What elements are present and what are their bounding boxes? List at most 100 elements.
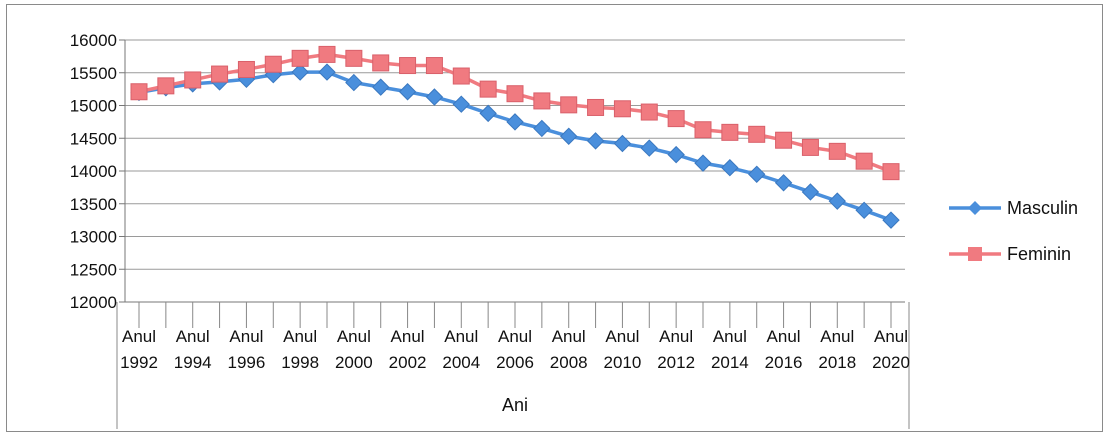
data-point <box>130 83 148 101</box>
data-point <box>640 139 658 157</box>
data-point <box>345 73 363 92</box>
y-tick-label: 16000 <box>70 31 117 50</box>
data-point <box>882 163 900 181</box>
x-tick-label-line2: 2008 <box>550 353 588 372</box>
legend-item-masculin: Masculin <box>949 198 1078 218</box>
legend-label: Feminin <box>1007 244 1071 264</box>
data-point <box>721 159 739 177</box>
x-tick-label-line2: 2010 <box>604 353 642 372</box>
x-tick-label-line2: 1998 <box>281 353 319 372</box>
x-tick-label-line1: Anul <box>874 327 908 346</box>
y-tick-label: 13500 <box>70 195 117 214</box>
data-point <box>560 127 578 145</box>
y-axis: 12000 12500 13000 13500 14000 14500 15000 15500… <box>70 31 126 312</box>
data-point <box>452 67 470 85</box>
data-point <box>828 142 846 160</box>
series-feminin <box>130 45 900 181</box>
x-tick-label: Anul 2018 <box>818 327 856 372</box>
data-point <box>748 165 766 183</box>
x-tick-label: Anul 2000 <box>335 327 373 372</box>
data-point <box>855 201 873 220</box>
data-point <box>479 80 497 98</box>
data-point <box>587 98 605 116</box>
data-point <box>506 113 524 131</box>
data-point <box>399 57 417 75</box>
data-point <box>157 77 175 95</box>
x-tick-label: Anul 2008 <box>550 327 588 372</box>
x-tick-label-line2: 2012 <box>657 353 695 372</box>
x-tick-label-line2: 1992 <box>120 353 158 372</box>
x-tick-label-line1: Anul <box>767 327 801 346</box>
data-point <box>425 57 443 75</box>
data-point <box>667 110 685 128</box>
data-point <box>211 65 229 83</box>
data-point <box>694 121 712 139</box>
legend-marker <box>968 201 982 215</box>
data-point <box>318 63 336 81</box>
x-tick-label: Anul 2002 <box>389 327 427 372</box>
x-tick-label: Anul 1996 <box>228 327 266 372</box>
x-tick-label-line1: Anul <box>713 327 747 346</box>
x-tick-label-line1: Anul <box>122 327 156 346</box>
data-point <box>425 88 444 106</box>
y-tick-label: 12000 <box>70 293 117 312</box>
line-chart: 12000 12500 13000 13500 14000 14500 15000 15500… <box>70 31 1078 429</box>
data-point <box>775 131 793 149</box>
data-point <box>372 78 390 96</box>
x-tick-label: Anul 1992 <box>120 327 158 372</box>
x-tick-label: Anul 1998 <box>281 327 319 372</box>
data-point <box>318 45 336 63</box>
x-tick-label-line1: Anul <box>498 327 532 346</box>
x-tick-label: Anul 2016 <box>765 327 803 372</box>
data-point <box>774 174 793 192</box>
x-tick-label-line2: 2002 <box>389 353 427 372</box>
x-tick-label: Anul 2010 <box>604 327 642 372</box>
data-point <box>586 132 605 150</box>
data-point <box>479 104 497 123</box>
x-tick-label-line1: Anul <box>337 327 371 346</box>
data-point <box>640 103 658 121</box>
y-tick-label: 12500 <box>70 260 117 279</box>
x-tick-label-line2: 2004 <box>442 353 480 372</box>
x-tick-label-line1: Anul <box>552 327 586 346</box>
x-tick-label: Anul 2004 <box>442 327 480 372</box>
y-tick-label: 15000 <box>70 97 117 116</box>
x-tick-label-line1: Anul <box>176 327 210 346</box>
x-tick-label-line2: 2006 <box>496 353 534 372</box>
data-point <box>184 71 202 89</box>
data-point <box>801 138 819 156</box>
x-tick-label-line2: 2014 <box>711 353 749 372</box>
data-point <box>667 145 685 164</box>
data-point <box>560 96 578 114</box>
data-point <box>372 54 390 72</box>
data-point <box>264 55 282 73</box>
x-tick-label-line2: 1994 <box>174 353 212 372</box>
x-axis-title: Ani <box>502 395 528 415</box>
x-tick-label-line1: Anul <box>283 327 317 346</box>
data-point <box>237 60 255 78</box>
data-point <box>613 100 631 118</box>
data-point <box>291 63 309 81</box>
data-point <box>882 211 900 229</box>
data-point <box>748 125 766 143</box>
x-tick-label: Anul 2020 <box>872 327 910 372</box>
data-point <box>533 92 551 110</box>
x-tick-label-line2: 2000 <box>335 353 373 372</box>
data-point <box>345 49 363 67</box>
x-tick-label-line1: Anul <box>444 327 478 346</box>
x-axis: Anul 1992 Anul 1994 Anul 1996 Anul 1998 Anul 2000… <box>116 301 910 429</box>
data-point <box>533 119 551 138</box>
x-tick-label-line2: 2016 <box>765 353 803 372</box>
x-tick-label: Anul 2006 <box>496 327 534 372</box>
data-point <box>291 49 309 67</box>
legend-label: Masculin <box>1007 198 1078 218</box>
x-tick-label-line2: 2020 <box>872 353 910 372</box>
y-tick-label: 14500 <box>70 129 117 148</box>
legend-marker <box>968 247 982 261</box>
data-point <box>801 183 820 201</box>
x-tick-label-line1: Anul <box>820 327 854 346</box>
x-tick-label: Anul 1994 <box>174 327 212 372</box>
data-point <box>828 192 846 210</box>
x-tick-label-line1: Anul <box>605 327 639 346</box>
x-tick-label: Anul 2012 <box>657 327 695 372</box>
